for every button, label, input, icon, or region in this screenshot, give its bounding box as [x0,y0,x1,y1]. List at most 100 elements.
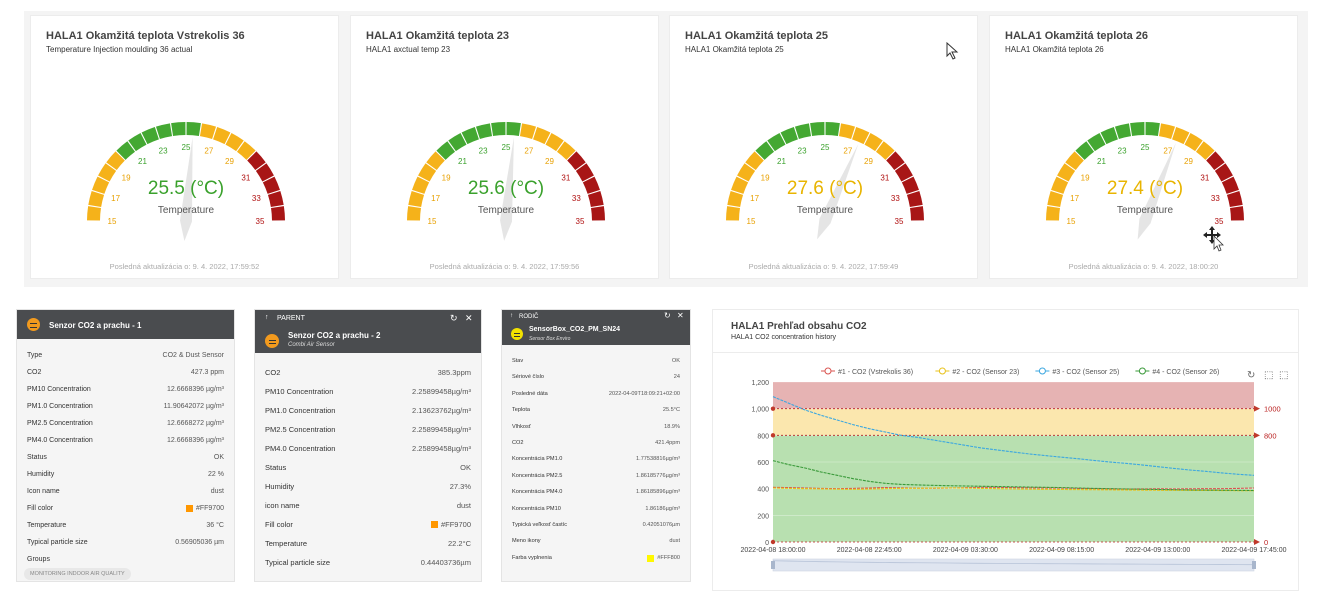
property-key: PM1.0 Concentration [27,403,93,410]
gauge-band-segment [575,163,594,182]
property-row: Typical particle size 0.56905036 µm [27,539,224,546]
property-value: OK [460,463,471,472]
property-row: PM4.0 Concentration 2.25899458µg/m³ [265,444,471,453]
close-icon[interactable]: ✕ [465,313,473,323]
gauge-band-segment [838,123,856,140]
property-key: Status [27,454,47,461]
property-row: Koncentrácia PM1.0 1.77538816µg/m³ [512,456,680,462]
property-key: Typical particle size [27,539,88,546]
parent-link[interactable]: PARENT [277,315,305,322]
gauge-band-segment [1214,163,1233,182]
gauge-value: 25.6 (°C) [468,178,544,199]
legend-item[interactable]: #1 - CO2 (Vstrekolis 36) [821,367,913,376]
property-row: Humidity 22 % [27,471,224,478]
gauge-tick-label: 31 [561,174,570,183]
property-value: #FF9700 [185,505,224,512]
data-zoom-handle[interactable] [1252,561,1256,569]
last-update-text: Posledná aktualizácia o: 9. 4. 2022, 17:… [429,262,580,271]
gauge-label: Temperature [1117,205,1174,216]
refresh-icon[interactable]: ↻ [664,311,671,320]
sensor-panel-2: ↑ PARENT ↻ ✕ Senzor CO2 a prachu - 2 Com… [254,309,482,582]
property-row: Farba vyplnenia #FFF800 [512,554,680,562]
legend-item[interactable]: #3 - CO2 (Sensor 25) [1035,367,1119,376]
mouse-pointer-icon [946,42,959,60]
gauge-band-segment [448,133,467,152]
gauge-tick-label: 33 [572,194,581,203]
gauge-card-4: HALA1 Okamžitá teplota 26 HALA1 Okamžitá … [989,15,1298,279]
panel-header: ↑ RODIČ ↻ ✕ SensorBox_CO2_PM_SN24 Sensor… [502,310,690,345]
gauge-tick-label: 25 [502,143,511,152]
property-value: 18.9% [664,423,680,430]
gauge-band-segment [794,123,812,140]
restore-icon[interactable]: ⬚ [1279,370,1288,381]
gauge-band-segment [591,206,605,221]
group-chip[interactable]: MONITORING INDOOR AIR QUALITY [24,568,131,580]
y-tick-label: 200 [757,513,769,520]
property-row: PM10 Concentration 2.25899458µg/m³ [265,387,471,396]
legend-item[interactable]: #4 - CO2 (Sensor 26) [1135,367,1219,376]
gauge-tick-label: 35 [1215,217,1224,226]
svg-text:#4 - CO2 (Sensor 26): #4 - CO2 (Sensor 26) [1152,369,1219,376]
gauge-band-segment [506,122,521,136]
gauge-band-segment [875,141,895,160]
gauge-label: Temperature [797,205,854,216]
threshold-label: 0 [1264,538,1268,547]
gauge-tick-label: 27 [204,147,213,156]
gauge-tick-label: 21 [458,157,467,166]
gauge-band-segment [731,176,749,194]
gauge-title: HALA1 Okamžitá teplota 26 [1005,30,1149,42]
zoom-icon[interactable]: ⬚ [1264,370,1273,381]
gauge-tick-label: 33 [252,194,261,203]
last-update-text: Posledná aktualizácia o: 9. 4. 2022, 17:… [109,262,260,271]
gauge-band-segment [755,141,775,160]
gauge-tick-label: 21 [1097,157,1106,166]
property-row: CO2 385.3ppm [265,368,471,377]
property-key: Groups [27,556,50,563]
y-tick-label: 400 [757,487,769,494]
gauge-band-segment [533,127,551,145]
property-key: Farba vyplnenia [512,554,552,561]
property-value: 36 °C [206,522,224,529]
gauge-tick-label: 17 [750,194,759,203]
gauge-tick-label: 19 [761,174,770,183]
y-tick-label: 800 [757,433,769,440]
property-row: Koncentrácia PM10 1.86186µg/m³ [512,506,680,512]
property-key: Status [265,463,287,472]
threshold-dot [770,406,776,411]
gauge-band-segment [236,141,256,160]
legend-item[interactable]: #2 - CO2 (Sensor 23) [935,367,1019,376]
property-value: #FFF800 [647,554,680,562]
panel-title: SensorBox_CO2_PM_SN24 [529,326,621,333]
refresh-icon[interactable]: ↻ [1247,370,1255,381]
property-value: #FF9700 [430,520,471,529]
gauge-card-3: HALA1 Okamžitá teplota 25 HALA1 Okamžitá … [669,15,978,279]
x-tick-label: 2022-04-09 08:15:00 [1029,547,1094,554]
property-value: 1.86185776µg/m³ [636,472,680,479]
property-value: 1.86185896µg/m³ [636,489,680,496]
gauge-tick-label: 25 [821,143,830,152]
property-value: 427.3 ppm [190,369,224,376]
refresh-icon[interactable]: ↻ [450,313,458,323]
gauge-tick-label: 25 [182,143,191,152]
data-zoom-handle[interactable] [771,561,775,569]
gauge-band-segment [1047,190,1064,208]
gauge-band-segment [267,190,284,208]
gauge-tick-label: 33 [1211,194,1220,203]
parent-link[interactable]: RODIČ [519,314,539,320]
property-key: PM2.5 Concentration [27,420,93,427]
data-zoom-slider[interactable] [772,558,1255,572]
property-key: CO2 [512,440,524,446]
property-row: PM10 Concentration 12.6668396 µg/m³ [27,386,224,393]
parent-arrow-icon[interactable]: ↑ [510,313,513,319]
property-key: Humidity [27,471,55,478]
gauge-needle [817,143,859,240]
parent-arrow-icon[interactable]: ↑ [265,314,269,321]
property-row: Status OK [27,454,224,461]
property-row: PM2.5 Concentration 12.6668272 µg/m³ [27,420,224,427]
close-icon[interactable]: ✕ [677,311,684,320]
gauge-band-segment [491,122,506,136]
svg-text:#1 - CO2 (Vstrekolis 36): #1 - CO2 (Vstrekolis 36) [838,369,913,376]
gauge-band-segment [98,163,117,182]
gauge-subtitle: HALA1 Okamžitá teplota 26 [1005,45,1104,54]
gauge-band-segment [1184,133,1203,152]
